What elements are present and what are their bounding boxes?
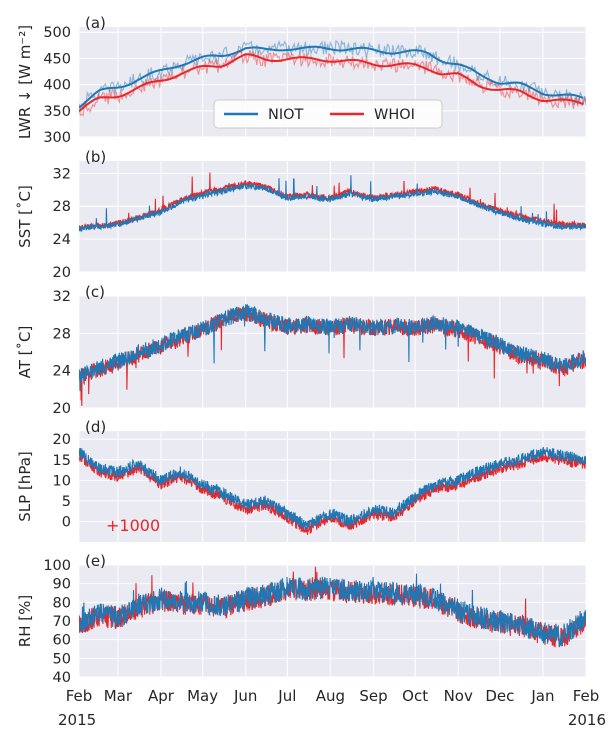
y-tick-label: 80 [53,595,71,611]
series-line-niot [79,45,584,109]
legend: NIOT WHOI [213,99,443,129]
y-axis-label: LWR ↓ [W m⁻²] [16,25,34,139]
legend-label-niot: NIOT [268,107,304,123]
panel-label: (d) [85,418,106,436]
y-tick-label: 40 [53,670,71,686]
series-whoi [79,49,586,117]
y-tick-label: 60 [53,633,71,649]
offset-annotation: +1000 [106,516,160,535]
y-tick-label: 24 [53,364,71,380]
x-tick-label: Mar [104,687,133,705]
y-tick-label: 32 [53,289,71,305]
y-tick-label: 500 [43,25,71,41]
y-tick-label: 350 [43,104,71,120]
series-niot [79,446,586,531]
x-axis: Feb 2015 Mar Apr May Jun Jul Aug Sep Oct Nov Dec Jan… [58,687,606,729]
x-tick-label: Jul [277,687,296,705]
series-raw-niot [79,39,586,112]
series-niot [79,175,586,233]
series-line-niot [79,304,586,392]
series-niot [79,39,586,112]
y-tick-label: 5 [62,494,71,510]
y-tick-label: 400 [43,78,71,94]
panel-a: 300 350 400 450 500 (a) LWR ↓ [W m⁻²] NIOT WHOI [16,14,587,146]
x-tick-label: Nov [444,687,473,705]
y-axis-label: RH [%] [16,595,34,647]
panel-label: (e) [85,552,106,570]
x-tick-label: May [187,687,218,705]
y-tick-label: 90 [53,577,71,593]
series-line-niot [79,446,586,531]
y-tick-label: 28 [53,199,71,215]
y-tick-label: 0 [62,514,71,530]
x-tick-label: Apr [148,687,175,705]
x-tick-label: Sep [359,687,387,705]
series-line-niot [79,175,586,233]
plot-background [79,161,586,272]
panel-c: 20 24 28 32 (c) AT [˚C] [16,283,587,417]
y-tick-label: 70 [53,614,71,630]
x-year-label: 2015 [58,711,96,729]
y-tick-label: 15 [53,453,71,469]
y-tick-label: 20 [53,401,71,417]
panel-b: 20 24 28 32 (b) SST [˚C] [16,148,587,281]
y-tick-label: 32 [53,166,71,182]
x-tick-label: Dec [485,687,514,705]
y-tick-label: 20 [53,265,71,281]
x-tick-label: Feb [573,687,600,705]
x-year-label: 2016 [568,711,606,729]
y-tick-label: 50 [53,651,71,667]
series-line-whoi [79,53,584,113]
y-axis-label: SST [˚C] [16,185,34,248]
y-axis-label: AT [˚C] [16,326,34,379]
x-tick-label: Oct [402,687,428,705]
x-tick-label: Feb [66,687,93,705]
y-axis-label: SLP [hPa] [16,451,34,521]
x-tick-label: Jun [233,687,257,705]
y-tick-label: 100 [43,558,71,574]
panel-e: 40 50 60 70 80 90 100 (e) RH [%] [16,552,587,686]
y-tick-label: 300 [43,130,71,146]
legend-label-whoi: WHOI [374,107,415,123]
panel-d: 0 5 10 15 20 (d) SLP [hPa] +1000 [16,418,587,542]
x-tick-label: Jan [530,687,554,705]
series-line-niot [79,573,586,648]
x-tick-label: Aug [316,687,345,705]
legend-box [213,99,443,129]
panel-label: (c) [85,283,105,301]
panel-label: (b) [85,148,106,166]
series-niot [79,573,586,648]
y-tick-label: 28 [53,326,71,342]
y-tick-label: 20 [53,432,71,448]
series-niot [79,304,586,392]
y-tick-label: 24 [53,232,71,248]
y-tick-label: 10 [53,473,71,489]
panel-label: (a) [85,14,106,32]
y-tick-label: 450 [43,51,71,67]
plot-background [79,296,586,408]
